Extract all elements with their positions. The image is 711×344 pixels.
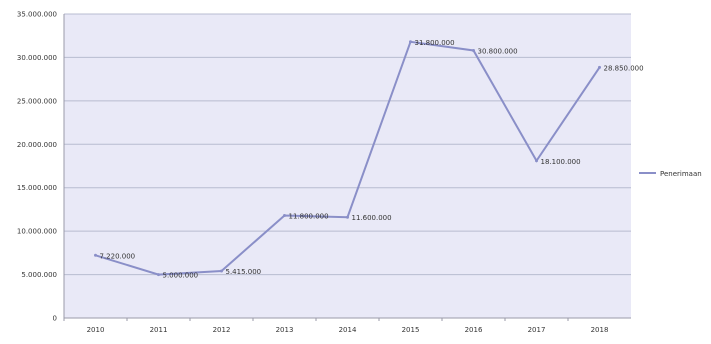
y-tick-label: 20.000.000 [17,141,57,149]
y-tick-label: 30.000.000 [17,54,57,62]
x-tick-label: 2011 [150,326,168,334]
y-tick-label: 15.000.000 [17,184,57,192]
x-axis: 2010 2011 2012 2013 2014 2015 2016 2017 2018 [63,317,631,334]
y-tick-label: 35.000.000 [17,11,57,19]
data-point [598,65,601,69]
x-tick-label: 2013 [276,326,294,334]
data-point [220,269,223,273]
legend-label: Penerimaan [660,170,702,178]
data-point [346,215,349,219]
data-point [157,273,160,277]
data-label: 30.800.000 [478,47,518,55]
data-label: 7.220.000 [100,252,136,260]
data-label: 28.850.000 [604,64,644,72]
data-point [535,159,538,163]
data-label: 5.415.000 [226,268,262,276]
data-label: 18.100.000 [541,158,581,166]
y-tick-label: 5.000.000 [21,271,57,279]
data-labels: 7.220.000 5.000.000 5.415.000 11.800.000 11.… [94,39,644,280]
x-tick-label: 2015 [402,326,420,334]
legend: Penerimaan [639,170,702,178]
y-tick-label: 0 [53,315,57,323]
y-tick-label: 10.000.000 [17,228,57,236]
data-label: 11.800.000 [289,213,329,221]
x-tick-label: 2012 [213,326,231,334]
x-tick-label: 2016 [465,326,483,334]
data-point [409,40,412,44]
data-label: 11.600.000 [352,214,392,222]
data-point [94,253,97,257]
x-tick-label: 2010 [87,326,105,334]
data-label: 31.800.000 [415,39,455,47]
data-point [283,214,286,218]
data-label: 5.000.000 [163,272,199,280]
plot-area [64,14,631,318]
x-tick-label: 2017 [528,326,546,334]
y-tick-label: 25.000.000 [17,97,57,105]
x-tick-label: 2014 [339,326,357,334]
y-axis: 0 5.000.000 10.000.000 15.000.000 20.000.000… [17,11,65,323]
data-point [472,48,475,52]
x-tick-label: 2018 [591,326,609,334]
